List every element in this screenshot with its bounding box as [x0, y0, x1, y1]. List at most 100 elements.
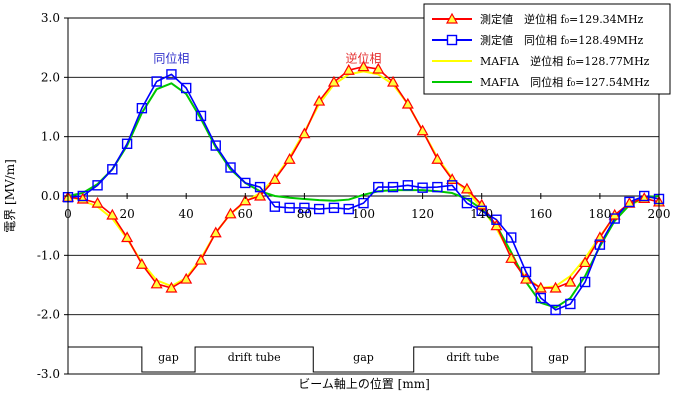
data-point [564, 275, 577, 287]
strip-label-gap: gap [548, 351, 569, 364]
data-point [505, 252, 518, 263]
data-point [254, 181, 266, 193]
data-point [210, 140, 221, 151]
data-point [180, 272, 193, 284]
data-point [506, 232, 517, 243]
data-point [520, 266, 532, 278]
y-tick-label: 2.0 [41, 70, 60, 84]
data-point [609, 213, 620, 224]
data-point [121, 231, 134, 243]
data-point [166, 69, 177, 80]
data-point [313, 203, 325, 215]
data-point [298, 127, 311, 139]
data-point [106, 208, 119, 220]
strip-label-drift-tube: drift tube [228, 351, 281, 364]
data-point [313, 94, 326, 106]
x-tick-label: 180 [588, 207, 611, 221]
x-tick-label: 80 [297, 207, 312, 221]
data-point [269, 201, 281, 212]
data-point [624, 196, 635, 208]
data-point [91, 196, 104, 208]
data-point [461, 197, 473, 209]
data-point [432, 181, 443, 193]
legend-entry-label: 測定値 同位相 f₀=128.49MHz [480, 33, 644, 47]
x-tick-label: 0 [64, 207, 72, 221]
data-point [327, 75, 340, 87]
data-point [254, 189, 267, 201]
strip-wave [68, 346, 659, 373]
x-tick-label: 100 [352, 207, 375, 221]
data-point [268, 173, 281, 184]
data-point [239, 194, 252, 206]
axis-layer: 3.0 2.0 1.0 0.0 -1.0 -2.0 -3.0 0 20 40 60 80 100 120 1… [37, 11, 671, 381]
legend: 測定値 逆位相 f₀=129.34MHz 測定値 同位相 f₀=128.49MHz… [423, 3, 671, 95]
data-point [180, 82, 192, 94]
data-point [639, 190, 650, 202]
data-point [357, 60, 370, 72]
data-point [594, 239, 606, 250]
series-line [67, 70, 660, 289]
data-point [387, 75, 400, 87]
data-point [225, 162, 236, 173]
data-point [549, 281, 562, 293]
y-tick-label: 3.0 [41, 11, 60, 25]
data-point [240, 177, 251, 189]
data-point [416, 124, 429, 136]
data-point [224, 207, 237, 219]
data-point [579, 256, 592, 268]
x-tick-label: 140 [470, 207, 493, 221]
annotation-label: 同位相 [153, 51, 189, 66]
data-point [135, 257, 148, 269]
data-point [107, 164, 118, 175]
x-tick-label: 40 [179, 207, 194, 221]
x-tick-label: 200 [648, 207, 671, 221]
legend-marker [445, 12, 459, 24]
data-point [534, 281, 547, 293]
strip-label-drift-tube: drift tube [446, 351, 499, 364]
data-point [373, 181, 384, 193]
legend-entry-label: MAFIA 逆位相 f₀=128.77MHz [480, 54, 650, 68]
bottom-strip: gap drift tube gap drift tube gap [68, 346, 659, 373]
x-tick-label: 160 [529, 207, 552, 221]
data-point [136, 102, 148, 114]
legend-entry-label: MAFIA 同位相 f₀=127.54MHz [480, 75, 650, 89]
x-tick-label: 120 [411, 207, 434, 221]
data-point [535, 292, 546, 304]
x-axis-label: ビーム軸上の位置 [mm] [298, 376, 430, 391]
annotation-layer: 同位相 逆位相 [153, 51, 381, 66]
data-point [328, 202, 340, 214]
legend-marker [446, 34, 458, 46]
data-point [491, 214, 502, 225]
data-point [520, 272, 533, 284]
data-point [165, 281, 178, 293]
data-point [283, 152, 296, 164]
data-point [402, 180, 414, 191]
data-point [92, 180, 103, 191]
y-tick-label: -2.0 [37, 308, 60, 322]
y-tick-label: -1.0 [37, 248, 60, 262]
data-point [401, 97, 414, 109]
data-point [121, 138, 133, 149]
data-point [417, 182, 428, 193]
data-point [195, 110, 207, 122]
strip-label-gap: gap [353, 351, 374, 364]
data-point [151, 76, 162, 87]
data-point [150, 277, 163, 289]
data-point [284, 202, 295, 214]
data-point [194, 253, 207, 265]
data-point [593, 231, 606, 243]
x-tick-label: 20 [119, 207, 134, 221]
data-point [565, 298, 576, 310]
y-tick-label: 0.0 [41, 189, 60, 203]
series-layer [61, 60, 666, 316]
data-point [342, 63, 355, 75]
x-tick-label: 60 [238, 207, 253, 221]
legend-entry-label: 測定値 逆位相 f₀=129.34MHz [480, 12, 644, 26]
data-point [460, 182, 473, 194]
annotation-label: 逆位相 [345, 51, 381, 66]
y-axis-label: 電界 [MV/m] [3, 159, 17, 233]
data-point [431, 152, 444, 164]
data-point [579, 276, 591, 288]
y-tick-label: 1.0 [41, 130, 60, 144]
